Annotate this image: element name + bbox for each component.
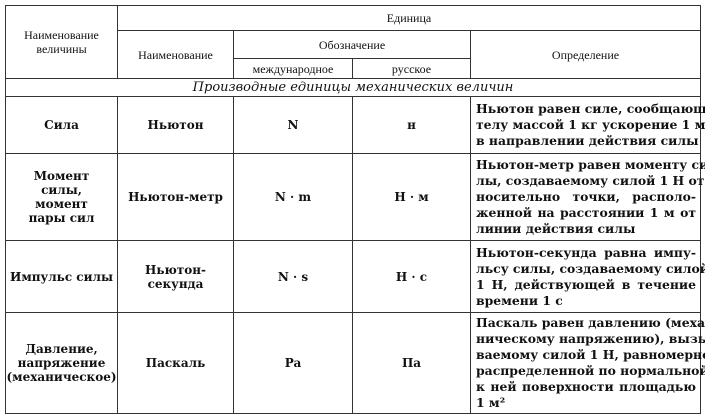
definition-line: Ньютон-метр равен моменту си-	[476, 157, 705, 172]
header-designation: Обозначение	[233, 30, 471, 59]
header-quantity-name: Наименование величины	[5, 5, 118, 79]
section-title: Производные единицы механических величин	[4, 78, 702, 97]
intl-symbol-cell: N · s	[233, 240, 353, 313]
definition-line: женной на расстоянии 1 м от	[476, 205, 697, 220]
definition-line: в направлении действия силы	[476, 133, 699, 148]
definition-cell: Ньютон-секунда равна импу- льсу силы, со…	[469, 240, 705, 313]
rus-symbol-cell: Па	[352, 312, 471, 414]
definition-line: ваемому силой 1 Н, равномерно	[476, 347, 705, 362]
quantity-cell: Импульс силы	[5, 240, 118, 313]
definition-line: к ней поверхности площадью	[476, 379, 697, 394]
definition-cell: Ньютон равен силе, сообщающей телу массо…	[469, 96, 705, 154]
quantity-cell: Момент силы, момент пары сил	[5, 153, 118, 241]
table-row: Момент силы, момент пары сил Ньютон-метр…	[5, 153, 705, 241]
quantity-cell: Давление, напряжение (механическое)	[5, 312, 118, 414]
definition-line: времени 1 с	[476, 292, 563, 308]
rus-symbol-cell: н	[352, 96, 471, 154]
definition-line: лы, создаваемому силой 1 Н от-	[476, 173, 705, 188]
definition-line: льсу силы, создаваемому силой	[476, 260, 705, 276]
rus-symbol-cell: Н · с	[352, 240, 471, 313]
definition-cell: Паскаль равен давлению (меха- ническому …	[469, 312, 705, 414]
unit-name-cell: Ньютон-секунда	[117, 240, 234, 313]
header-russian: русское	[352, 58, 471, 79]
definition-line: Ньютон равен силе, сообщающей	[476, 101, 705, 116]
unit-name-cell: Ньютон-метр	[117, 153, 234, 241]
definition-line: Паскаль равен давлению (меха-	[476, 315, 705, 330]
header-international: международное	[233, 58, 353, 79]
rus-symbol-cell: Н · м	[352, 153, 471, 241]
unit-name-cell: Ньютон	[117, 96, 234, 154]
definition-line: носительно точки, располо-	[476, 189, 697, 204]
intl-symbol-cell: N	[233, 96, 353, 154]
intl-symbol-cell: Pa	[233, 312, 353, 414]
header-unit-name: Наименование	[117, 30, 234, 79]
table-row: Сила Ньютон N н Ньютон равен силе, сообщ…	[5, 96, 705, 154]
definition-line: линии действия силы	[476, 221, 636, 236]
definition-line: Ньютон-секунда равна импу-	[476, 244, 697, 260]
quantity-cell: Сила	[5, 96, 118, 154]
definition-line: ническому напряжению), вызы-	[476, 331, 705, 346]
definition-line: телу массой 1 кг ускорение 1 м/с²	[476, 117, 705, 132]
intl-symbol-cell: N · m	[233, 153, 353, 241]
table-row: Давление, напряжение (механическое) Паск…	[5, 312, 705, 414]
definition-line: 1 м²	[476, 395, 506, 410]
units-table: Наименование величины Единица Наименован…	[4, 5, 705, 414]
header-unit: Единица	[116, 5, 702, 31]
definition-line: 1 Н, действующей в течение	[476, 276, 697, 292]
unit-name-cell: Паскаль	[117, 312, 234, 414]
definition-line: распределенной по нормальной	[476, 363, 705, 378]
header-definition: Определение	[469, 30, 702, 79]
table-row: Импульс силы Ньютон-секунда N · s Н · с …	[5, 240, 705, 313]
definition-cell: Ньютон-метр равен моменту си- лы, создав…	[469, 153, 705, 241]
